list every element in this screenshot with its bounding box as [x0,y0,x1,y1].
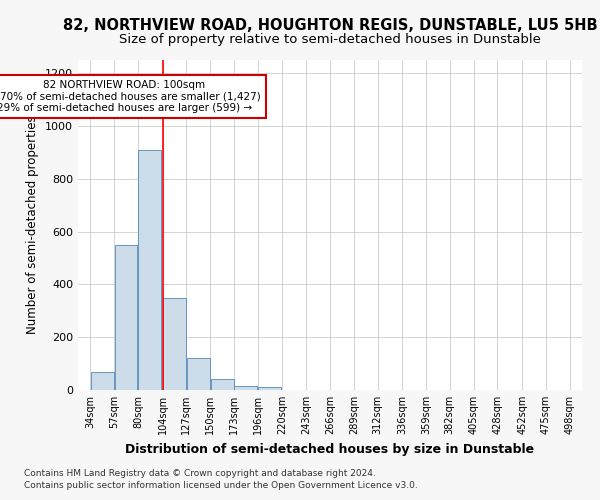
Bar [211,380,233,390]
Text: Size of property relative to semi-detached houses in Dunstable: Size of property relative to semi-detach… [119,32,541,46]
Bar [163,298,186,390]
Bar [115,245,137,390]
Text: 82, NORTHVIEW ROAD, HOUGHTON REGIS, DUNSTABLE, LU5 5HB: 82, NORTHVIEW ROAD, HOUGHTON REGIS, DUNS… [62,18,598,32]
X-axis label: Distribution of semi-detached houses by size in Dunstable: Distribution of semi-detached houses by … [125,442,535,456]
Bar [235,386,257,390]
Bar [91,372,114,390]
Text: 82 NORTHVIEW ROAD: 100sqm
← 70% of semi-detached houses are smaller (1,427)
29% : 82 NORTHVIEW ROAD: 100sqm ← 70% of semi-… [0,80,261,113]
Bar [139,150,161,390]
Bar [187,358,210,390]
Y-axis label: Number of semi-detached properties: Number of semi-detached properties [26,116,40,334]
Text: Contains HM Land Registry data © Crown copyright and database right 2024.: Contains HM Land Registry data © Crown c… [24,468,376,477]
Text: Contains public sector information licensed under the Open Government Licence v3: Contains public sector information licen… [24,481,418,490]
Bar [258,388,281,390]
